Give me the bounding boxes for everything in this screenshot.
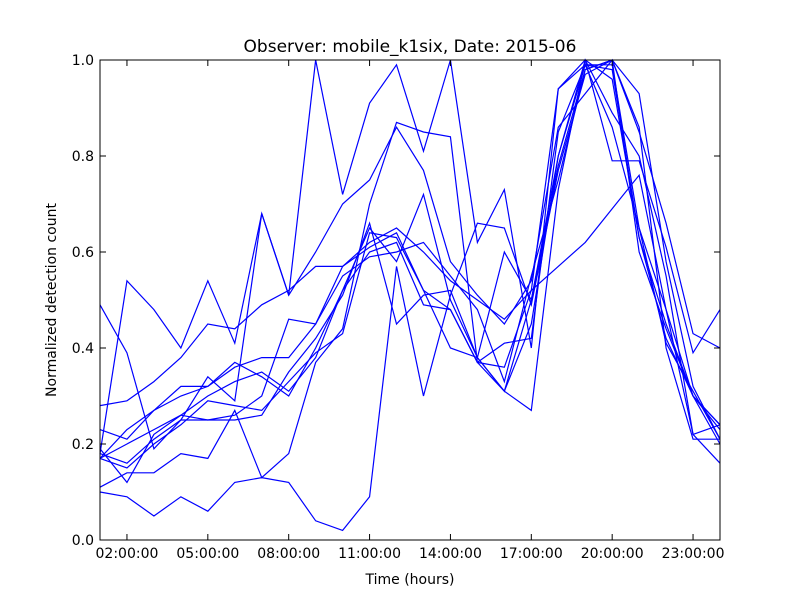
y-tick-label: 0.8 [72, 149, 94, 165]
y-tick-label: 0.4 [72, 341, 94, 357]
ticks-layer: 02:00:00 05:00:00 08:00:00 11:00:00 14:00:00… [72, 53, 725, 562]
series-line-9 [99, 59, 721, 464]
x-tick-label: 20:00:00 [581, 546, 644, 562]
x-tick-label: 23:00:00 [662, 546, 725, 562]
series-line-2 [99, 58, 721, 454]
y-tick-label: 0.6 [72, 245, 94, 261]
series-layer [99, 58, 721, 532]
y-tick-label: 1.0 [72, 53, 94, 69]
y-tick-label: 0.0 [72, 533, 94, 549]
x-tick-label: 02:00:00 [96, 546, 159, 562]
series-line-6 [99, 63, 721, 440]
series-line-5 [99, 173, 721, 464]
series-line-3 [99, 59, 721, 532]
series-line-8 [99, 59, 721, 484]
x-tick-label: 11:00:00 [338, 546, 401, 562]
plot-frame [99, 59, 721, 541]
series-line-1 [99, 58, 721, 450]
series-line-11 [99, 59, 720, 469]
x-tick-label: 05:00:00 [176, 546, 239, 562]
series-line-10 [99, 64, 721, 459]
x-tick-label: 08:00:00 [257, 546, 320, 562]
chart-title: Observer: mobile_k1six, Date: 2015-06 [244, 37, 577, 57]
series-line-4 [99, 58, 721, 488]
x-tick-label: 14:00:00 [419, 546, 482, 562]
x-axis-title: Time (hours) [365, 572, 455, 588]
y-tick-label: 0.2 [72, 437, 94, 453]
x-tick-label: 17:00:00 [500, 546, 563, 562]
y-axis-title: Normalized detection count [44, 203, 60, 397]
series-line-7 [99, 64, 721, 459]
